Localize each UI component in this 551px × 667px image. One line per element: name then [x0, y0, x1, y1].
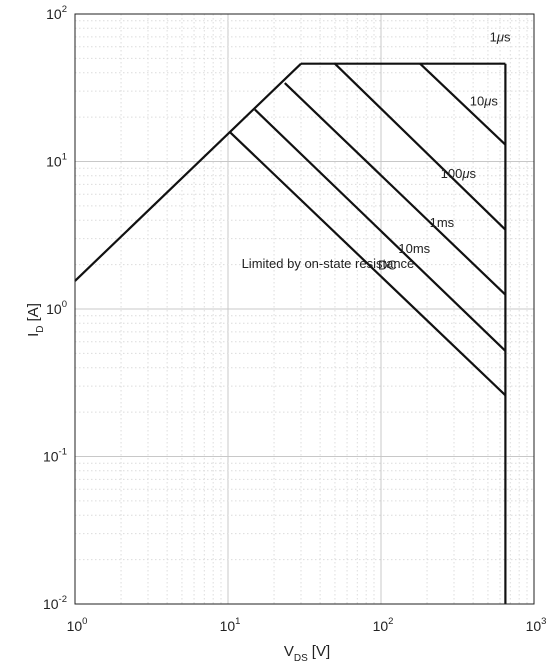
- series-line-us10: [334, 62, 507, 231]
- series-line-dc: [229, 131, 507, 397]
- x-tick-label: 102: [373, 616, 394, 634]
- annotation-text: 1ms: [430, 215, 455, 230]
- x-tick-label: 103: [526, 616, 547, 634]
- annotation-mu: μ: [496, 30, 504, 45]
- y-tick-label: 10-1: [43, 447, 67, 465]
- annotation-rdson_label: Limited by on-state resistance: [242, 256, 415, 271]
- plot-frame: [74, 13, 535, 605]
- x-tick-label: 101: [220, 616, 241, 634]
- y-tick-label-base: 10: [43, 449, 59, 465]
- annotation-us100_label: 100μs: [441, 166, 477, 181]
- annotation-us1_label: 1μs: [490, 30, 511, 45]
- annotation-text: DC: [378, 258, 397, 273]
- annotations: Limited by on-state resistance1μs10μs100…: [242, 30, 511, 273]
- y-tick-label-exp: 0: [62, 299, 67, 310]
- annotation-suffix: s: [469, 166, 476, 181]
- annotation-ms10_label: 10ms: [398, 241, 430, 256]
- y-tick-label-base: 10: [43, 596, 59, 612]
- y-tick-label-exp: 2: [62, 4, 67, 15]
- annotation-text: 10ms: [398, 241, 430, 256]
- annotation-text: Limited by on-state resistance: [242, 256, 415, 271]
- x-tick-label-base: 10: [373, 618, 389, 634]
- y-tick-label: 102: [46, 4, 67, 22]
- y-tick-label-base: 10: [46, 154, 62, 170]
- series-line-ms1: [254, 108, 507, 352]
- annotation-dc_label: DC: [378, 258, 397, 273]
- y-tick-label-exp: 1: [62, 152, 67, 163]
- annotation-text: 10: [470, 93, 484, 108]
- y-tick-label-exp: -2: [59, 594, 67, 605]
- annotation-suffix: s: [491, 93, 498, 108]
- x-axis-title-main: V: [284, 643, 294, 660]
- annotation-text: 100: [441, 166, 463, 181]
- y-axis-title-unit: [A]: [25, 303, 42, 321]
- x-tick-label-base: 10: [67, 618, 83, 634]
- x-axis-title-sub: DS: [294, 653, 308, 664]
- x-tick-label: 100: [67, 616, 88, 634]
- x-tick-label-exp: 0: [82, 616, 87, 627]
- series-line-rdson: [74, 62, 302, 282]
- y-axis-title-main: I: [25, 333, 42, 337]
- annotation-text: 1: [490, 30, 497, 45]
- annotation-ms1_label: 1ms: [430, 215, 455, 230]
- y-tick-label: 10-2: [43, 594, 67, 612]
- x-tick-label-exp: 3: [541, 616, 546, 627]
- y-tick-label: 101: [46, 152, 67, 170]
- annotation-us10_label: 10μs: [470, 93, 499, 108]
- series-line-us1: [419, 62, 507, 146]
- x-tick-label-base: 10: [526, 618, 542, 634]
- annotation-mu: μ: [483, 93, 491, 108]
- x-axis-title-unit: [V]: [312, 643, 330, 660]
- y-tick-label: 100: [46, 299, 67, 317]
- y-axis-title: ID [A]: [25, 303, 46, 337]
- x-tick-label-base: 10: [220, 618, 236, 634]
- annotation-mu: μ: [461, 166, 469, 181]
- y-tick-label-base: 10: [46, 301, 62, 317]
- annotation-suffix: s: [504, 30, 511, 45]
- grid: [75, 14, 534, 604]
- y-tick-label-exp: -1: [59, 447, 67, 458]
- series-line-us100: [284, 82, 507, 296]
- y-tick-label-base: 10: [46, 6, 62, 22]
- x-tick-label-exp: 2: [388, 616, 393, 627]
- x-tick-label-exp: 1: [235, 616, 240, 627]
- y-axis-title-sub: D: [35, 325, 46, 332]
- x-axis-title: VDS [V]: [284, 643, 330, 664]
- series-lines: [74, 62, 507, 604]
